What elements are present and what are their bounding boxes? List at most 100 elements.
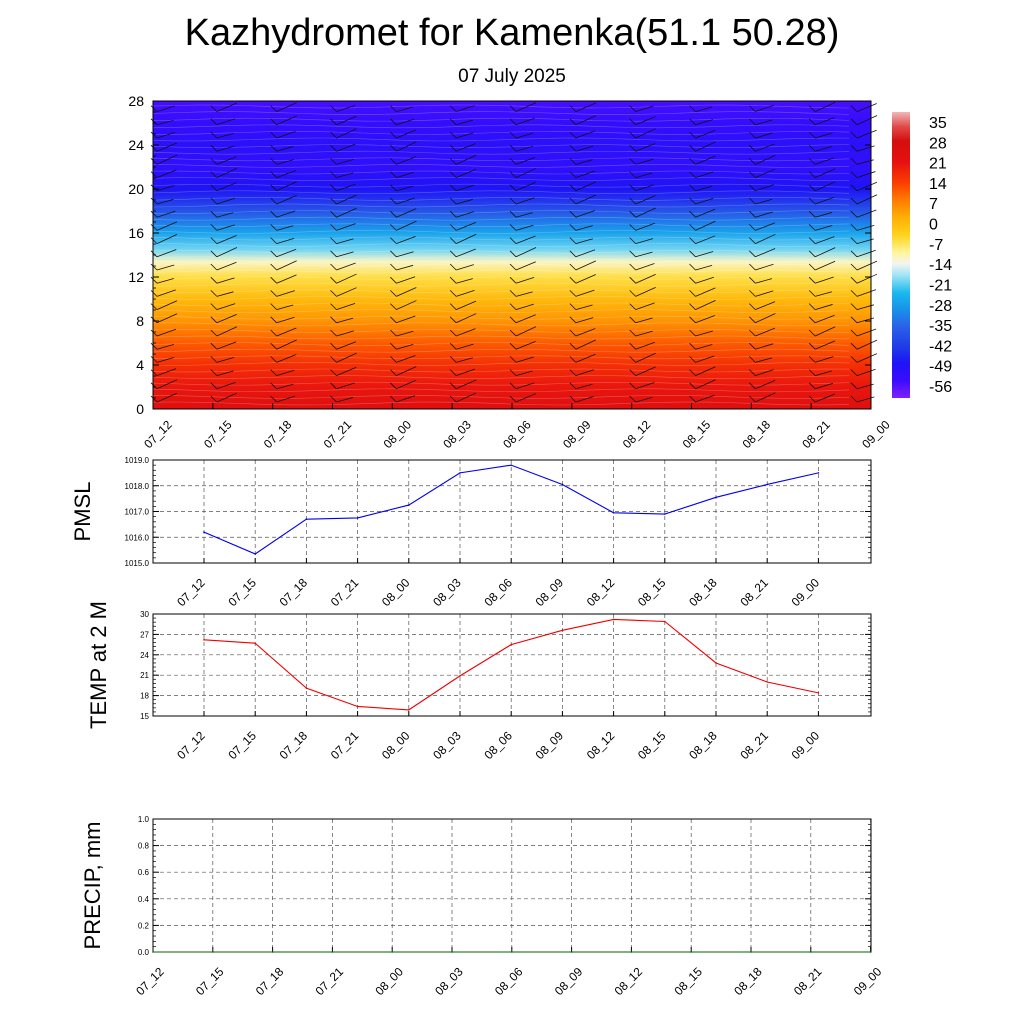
y-tick-label: 0.6 — [138, 868, 150, 877]
wind-barb — [808, 144, 833, 152]
data-point — [630, 951, 633, 953]
wind-barb — [749, 356, 773, 363]
y-tick-label: 21 — [140, 671, 149, 680]
x-tick-label: 09_00 — [851, 964, 885, 998]
contour-line — [152, 309, 850, 313]
colorbar-label: 14 — [929, 176, 947, 193]
contour-line — [152, 216, 850, 221]
y-tick-label: 30 — [140, 610, 149, 619]
wind-barb — [850, 103, 877, 112]
y-tick-label: 24 — [140, 651, 149, 660]
data-point — [305, 687, 308, 689]
y-tick-label: 1018.0 — [125, 482, 150, 491]
page-subtitle: 07 July 2025 — [458, 66, 566, 87]
wind-barb — [850, 353, 878, 363]
data-point — [664, 513, 666, 515]
wind-barb — [749, 104, 775, 112]
colorbar-label: -49 — [929, 359, 952, 376]
wind-barb — [330, 158, 354, 165]
contour-line — [152, 256, 850, 261]
wind-barb — [449, 118, 473, 126]
wind-barb — [749, 313, 776, 324]
wind-barb — [210, 197, 236, 205]
heat-x-tick-label: 08_03 — [440, 417, 474, 451]
wind-barb — [210, 341, 237, 350]
wind-barb — [749, 369, 774, 376]
wind-barb — [629, 143, 656, 152]
wind-barb — [689, 155, 716, 165]
heat-y-tick-label: 20 — [128, 181, 144, 197]
wind-barb — [449, 276, 473, 284]
wind-barb — [210, 224, 235, 231]
wind-barb — [749, 248, 776, 258]
x-tick-label: 08_12 — [584, 575, 618, 609]
wind-barb — [210, 210, 234, 218]
wind-barb — [689, 105, 713, 112]
contour-line — [152, 322, 850, 327]
wind-barb — [449, 131, 474, 139]
wind-barb — [509, 131, 533, 139]
data-point — [810, 951, 812, 953]
wind-barb — [270, 158, 294, 165]
data-point — [869, 951, 872, 953]
y-tick-label: 1019.0 — [125, 456, 150, 465]
wind-barb — [569, 102, 596, 112]
contour-line — [152, 203, 850, 208]
contour-line — [152, 104, 850, 109]
wind-barb — [509, 314, 536, 324]
wind-barb — [390, 366, 417, 376]
colorbar-label: 28 — [929, 135, 947, 152]
wind-barb — [390, 141, 417, 152]
colorbar-label: -42 — [929, 338, 952, 355]
wind-barb — [689, 263, 713, 271]
wind-barb — [569, 369, 595, 376]
wind-barb — [629, 395, 653, 403]
contour-line — [152, 289, 850, 294]
contour-line — [152, 183, 850, 188]
wind-barb — [150, 368, 177, 376]
wind-barb — [569, 382, 593, 390]
wind-barb — [629, 382, 655, 390]
wind-barb — [509, 303, 534, 310]
wind-barb — [808, 102, 836, 112]
wind-barb — [689, 299, 716, 310]
wind-barb — [569, 260, 597, 271]
wind-barb — [330, 171, 354, 178]
wind-barb — [330, 223, 356, 231]
wind-barb — [749, 301, 776, 310]
heat-x-tick-label: 08_00 — [381, 417, 415, 451]
x-tick-label: 08_12 — [612, 964, 646, 998]
x-tick-label: 08_06 — [481, 575, 515, 609]
wind-barb — [850, 171, 876, 178]
wind-barb — [509, 290, 533, 297]
wind-barb — [749, 290, 774, 297]
wind-barb — [509, 393, 537, 403]
x-tick-label: 07_15 — [225, 575, 259, 609]
wind-barb — [749, 276, 773, 284]
wind-barb — [629, 116, 656, 126]
wind-barb — [509, 356, 534, 363]
wind-barb — [629, 128, 656, 139]
pmsl-panel: 1015.0 1016.0 1017.0 1018.0 1019.0 07_12 07_15… — [70, 456, 872, 609]
wind-barb — [749, 263, 774, 271]
contour-line — [152, 296, 850, 300]
colorbar-label: -7 — [929, 237, 943, 254]
data-point — [254, 642, 256, 645]
heat-x-tick-label: 07_15 — [201, 417, 235, 451]
wind-barb — [270, 303, 294, 310]
data-point — [612, 618, 615, 621]
heat-x-tick-label: 08_15 — [680, 417, 714, 451]
wind-barb — [569, 328, 596, 337]
wind-barb — [850, 339, 878, 350]
wind-barb — [330, 105, 356, 112]
contour-line — [152, 150, 850, 155]
x-tick-label: 08_06 — [492, 964, 526, 998]
wind-barb — [509, 247, 537, 258]
wind-barb — [808, 181, 836, 192]
contour-line — [152, 302, 850, 307]
wind-barb — [808, 314, 835, 324]
wind-barb — [808, 356, 834, 363]
wind-barb — [330, 262, 356, 271]
x-tick-label: 09_00 — [789, 728, 823, 762]
